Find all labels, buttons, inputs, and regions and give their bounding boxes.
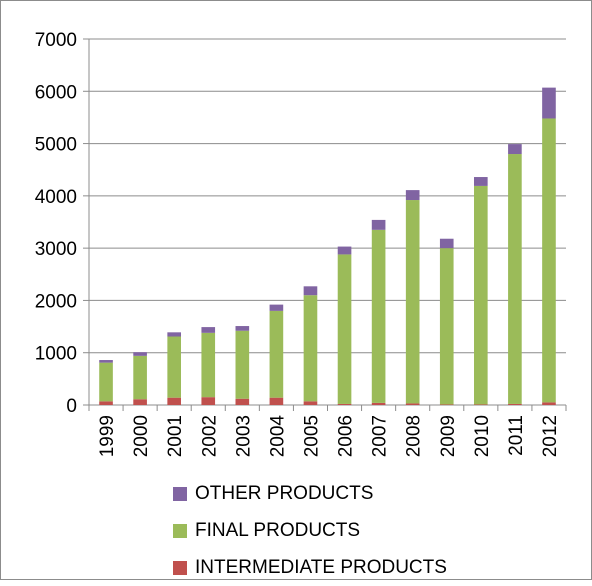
bar-final-products-2004 bbox=[269, 310, 284, 398]
legend-swatch bbox=[173, 560, 187, 575]
bar-other-products-2009 bbox=[439, 238, 454, 249]
bar-intermediate-products-2007 bbox=[371, 402, 386, 405]
stacked-bar-chart: 0 1000 2000 3000 4000 5000 6000 7000 1999 2000 200… bbox=[35, 30, 567, 458]
bar-final-products-2007 bbox=[371, 229, 386, 403]
bar-intermediate-products-2004 bbox=[269, 397, 284, 405]
legend-label: INTERMEDIATE PRODUCTS bbox=[195, 556, 447, 578]
legend-label: FINAL PRODUCTS bbox=[195, 519, 361, 541]
bar-intermediate-products-2002 bbox=[201, 397, 216, 405]
bar-other-products-2001 bbox=[167, 332, 181, 337]
bar-final-products-2010 bbox=[474, 185, 488, 405]
bar-intermediate-products-2011 bbox=[508, 403, 522, 405]
y-tick-label: 1000 bbox=[35, 344, 77, 365]
bar-final-products-2001 bbox=[167, 336, 181, 398]
bar-other-products-2002 bbox=[201, 327, 216, 333]
bar-intermediate-products-2012 bbox=[542, 402, 556, 405]
bar-final-products-2009 bbox=[439, 248, 454, 405]
bar-other-products-2003 bbox=[235, 326, 250, 331]
legend-label: OTHER PRODUCTS bbox=[195, 482, 374, 504]
bar-final-products-2003 bbox=[235, 330, 250, 399]
bar-intermediate-products-2006 bbox=[337, 403, 352, 405]
bar-other-products-1999 bbox=[99, 360, 113, 363]
y-tick-label: 4000 bbox=[35, 187, 77, 208]
bar-other-products-2008 bbox=[405, 190, 420, 201]
x-tick-label: 1999 bbox=[97, 415, 118, 457]
bar-intermediate-products-2010 bbox=[474, 404, 488, 405]
x-tick-label: 2008 bbox=[404, 415, 425, 457]
y-tick-label: 0 bbox=[66, 396, 77, 417]
x-tick-label: 2011 bbox=[506, 415, 527, 456]
bar-other-products-2005 bbox=[303, 286, 318, 296]
bar-final-products-2005 bbox=[303, 295, 318, 402]
legend-item: INTERMEDIATE PRODUCTS bbox=[173, 549, 447, 586]
bar-final-products-1999 bbox=[99, 362, 113, 402]
chart-legend: OTHER PRODUCTS FINAL PRODUCTS INTERMEDIATE… bbox=[173, 475, 447, 586]
bar-other-products-2007 bbox=[371, 219, 386, 230]
bar-final-products-2008 bbox=[405, 200, 420, 404]
y-tick-label: 6000 bbox=[35, 82, 77, 103]
bar-intermediate-products-2003 bbox=[235, 398, 250, 405]
bar-other-products-2011 bbox=[508, 144, 522, 155]
bar-intermediate-products-2001 bbox=[167, 397, 181, 405]
x-tick-label: 2009 bbox=[438, 415, 459, 457]
x-tick-label: 2004 bbox=[267, 415, 288, 458]
y-tick-label: 5000 bbox=[35, 135, 77, 156]
bar-final-products-2006 bbox=[337, 254, 352, 404]
y-tick-label: 3000 bbox=[35, 239, 77, 260]
legend-swatch bbox=[173, 486, 187, 501]
bar-intermediate-products-2005 bbox=[303, 401, 318, 405]
bar-intermediate-products-1999 bbox=[99, 401, 113, 405]
bar-final-products-2012 bbox=[542, 118, 556, 403]
bar-other-products-2000 bbox=[133, 352, 147, 356]
legend-item: FINAL PRODUCTS bbox=[173, 512, 447, 549]
legend-swatch bbox=[173, 523, 187, 538]
bar-other-products-2010 bbox=[474, 177, 488, 186]
legend-item: OTHER PRODUCTS bbox=[173, 475, 447, 512]
x-tick-label: 2007 bbox=[370, 415, 391, 457]
bar-other-products-2012 bbox=[542, 87, 556, 119]
x-tick-label: 2002 bbox=[199, 415, 220, 457]
bar-final-products-2011 bbox=[508, 154, 522, 404]
bar-other-products-2006 bbox=[337, 246, 352, 255]
x-tick-label: 2012 bbox=[540, 415, 561, 457]
x-tick-label: 2006 bbox=[336, 415, 357, 457]
bar-intermediate-products-2000 bbox=[133, 399, 147, 405]
bar-final-products-2000 bbox=[133, 355, 147, 400]
x-tick-label: 2005 bbox=[301, 415, 322, 457]
bar-final-products-2002 bbox=[201, 332, 216, 398]
y-tick-label: 7000 bbox=[35, 30, 77, 51]
bar-other-products-2004 bbox=[269, 304, 284, 311]
bar-intermediate-products-2008 bbox=[405, 403, 420, 405]
y-tick-label: 2000 bbox=[35, 291, 77, 312]
bar-intermediate-products-2009 bbox=[439, 404, 454, 405]
x-tick-label: 2001 bbox=[165, 415, 186, 457]
x-tick-label: 2000 bbox=[131, 415, 152, 457]
x-tick-label: 2010 bbox=[472, 415, 493, 457]
x-tick-label: 2003 bbox=[233, 415, 254, 457]
